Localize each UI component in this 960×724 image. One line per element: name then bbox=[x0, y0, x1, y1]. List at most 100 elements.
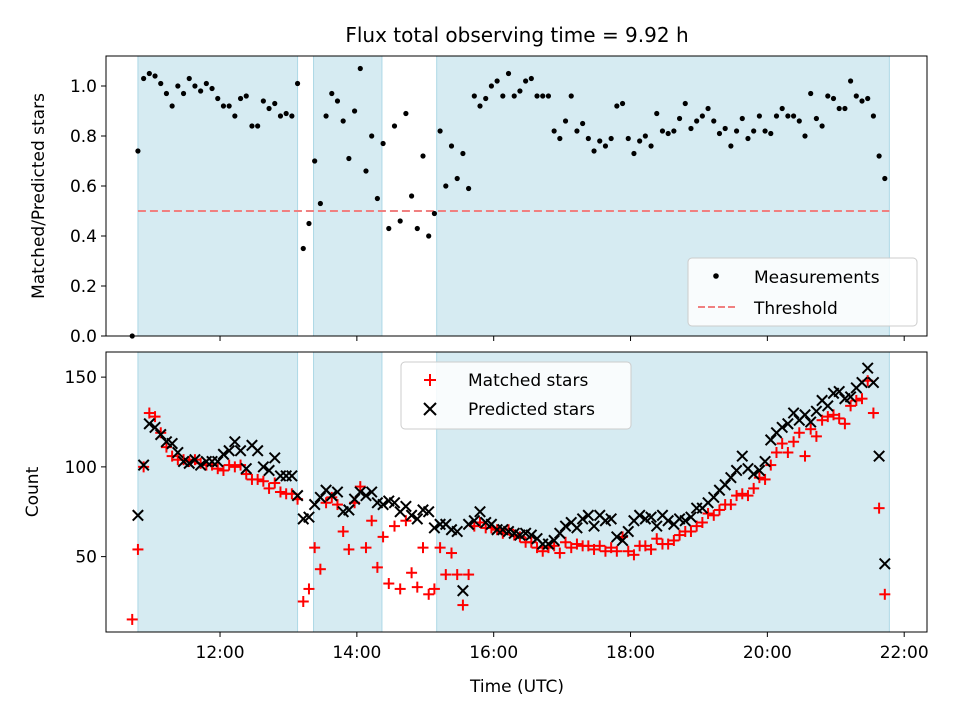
measurement-point bbox=[637, 138, 643, 144]
measurement-point bbox=[688, 125, 694, 132]
x-stroke bbox=[867, 376, 880, 389]
predicted-star-point bbox=[707, 491, 720, 504]
predicted-star-point bbox=[143, 417, 156, 430]
measurement-point bbox=[608, 135, 614, 142]
x-stroke bbox=[633, 509, 646, 522]
predicted-star-point bbox=[799, 408, 811, 421]
x-tick-label: 14:00 bbox=[332, 643, 381, 663]
measurement-point bbox=[289, 113, 295, 119]
matched-star-point bbox=[560, 536, 572, 548]
measurement-point bbox=[380, 140, 386, 147]
predicted-star-point bbox=[542, 538, 555, 550]
x-stroke bbox=[582, 509, 595, 522]
top-plot-frame bbox=[105, 55, 928, 337]
x-stroke bbox=[217, 448, 230, 461]
bottom-y-ticks: 50 100 150 bbox=[65, 368, 106, 568]
x-stroke bbox=[656, 509, 669, 522]
measurement-point bbox=[443, 183, 449, 189]
measurement-point bbox=[722, 125, 728, 132]
predicted-star-point bbox=[223, 444, 236, 457]
measurement-point bbox=[243, 93, 249, 99]
matched-star-point bbox=[235, 459, 247, 471]
predicted-star-point bbox=[405, 509, 418, 522]
measurement-point bbox=[876, 153, 882, 159]
measurement-point bbox=[751, 128, 757, 134]
measurement-point bbox=[374, 195, 380, 202]
measurement-point bbox=[466, 185, 472, 192]
x-stroke bbox=[565, 516, 578, 529]
measurement-point bbox=[836, 105, 842, 112]
predicted-star-point bbox=[451, 525, 464, 538]
measurement-point bbox=[146, 70, 152, 77]
x-stroke bbox=[804, 416, 817, 428]
matched-star-point bbox=[611, 545, 623, 557]
predicted-star-point bbox=[804, 416, 817, 428]
measurement-point bbox=[471, 93, 477, 99]
x-stroke bbox=[571, 521, 583, 534]
matched-star-point bbox=[582, 540, 594, 552]
legend-threshold-label: Threshold bbox=[753, 299, 838, 319]
predicted-star-point bbox=[873, 450, 886, 463]
measurement-point bbox=[351, 108, 358, 114]
predicted-star-point bbox=[171, 446, 184, 459]
measurement-point bbox=[306, 220, 312, 227]
measurement-point bbox=[625, 135, 631, 142]
predicted-star-point bbox=[605, 513, 618, 525]
measurement-point bbox=[431, 210, 437, 217]
measurement-point bbox=[483, 95, 489, 102]
x-stroke bbox=[445, 523, 458, 536]
x-stroke bbox=[559, 520, 572, 533]
predicted-star-point bbox=[183, 457, 196, 470]
measurement-point bbox=[294, 80, 301, 87]
measurement-point bbox=[859, 98, 865, 104]
x-stroke bbox=[456, 584, 469, 597]
x-stroke bbox=[747, 468, 760, 480]
legend-measurements-marker bbox=[713, 273, 719, 279]
x-stroke bbox=[223, 444, 236, 457]
top-y-tick-label: 0.8 bbox=[70, 127, 97, 147]
x-stroke bbox=[189, 453, 201, 466]
x-axis-label: Time (UTC) bbox=[469, 677, 564, 697]
x-stroke bbox=[354, 486, 367, 498]
top-y-axis-label: Matched/Predicted stars bbox=[29, 93, 49, 299]
matched-star-point bbox=[674, 529, 686, 541]
x-stroke bbox=[342, 504, 355, 516]
x-stroke bbox=[474, 505, 486, 518]
top-y-ticks: 0.0 0.2 0.4 0.6 0.8 1.0 bbox=[70, 77, 106, 347]
x-tick-label: 16:00 bbox=[469, 643, 518, 663]
matched-star-point bbox=[867, 407, 879, 419]
predicted-star-point bbox=[468, 514, 481, 527]
matched-star-point bbox=[793, 427, 805, 439]
predicted-star-point bbox=[377, 498, 389, 511]
measurement-point bbox=[654, 110, 660, 117]
x-stroke bbox=[422, 505, 435, 518]
predicted-star-point bbox=[314, 491, 327, 504]
top-shaded-intervals bbox=[137, 55, 890, 337]
x-stroke bbox=[525, 529, 538, 541]
matched-star-point bbox=[314, 563, 326, 575]
measurement-point bbox=[642, 133, 648, 139]
matched-star-point bbox=[748, 482, 760, 494]
predicted-star-point bbox=[833, 385, 846, 398]
matched-star-point bbox=[240, 468, 252, 480]
matched-star-point bbox=[223, 459, 235, 471]
measurement-point bbox=[659, 128, 666, 134]
predicted-star-point bbox=[234, 444, 247, 457]
matched-star-point bbox=[297, 595, 309, 607]
measurement-point bbox=[614, 103, 620, 109]
predicted-star-point bbox=[251, 444, 264, 457]
x-stroke bbox=[439, 518, 452, 531]
legend-matched-label: Matched stars bbox=[468, 371, 588, 391]
measurement-point bbox=[340, 118, 346, 124]
top-x-ticks bbox=[219, 336, 905, 341]
matched-star-point bbox=[178, 454, 190, 466]
measurement-point bbox=[853, 93, 859, 99]
top-y-tick-label: 1.0 bbox=[70, 77, 97, 97]
bottom-y-tick-label: 50 bbox=[75, 548, 97, 568]
measurement-point bbox=[728, 143, 734, 149]
matched-star-point bbox=[827, 409, 839, 421]
predicted-star-point bbox=[588, 520, 600, 533]
matched-star-point bbox=[594, 540, 606, 552]
matched-star-point bbox=[708, 509, 720, 521]
